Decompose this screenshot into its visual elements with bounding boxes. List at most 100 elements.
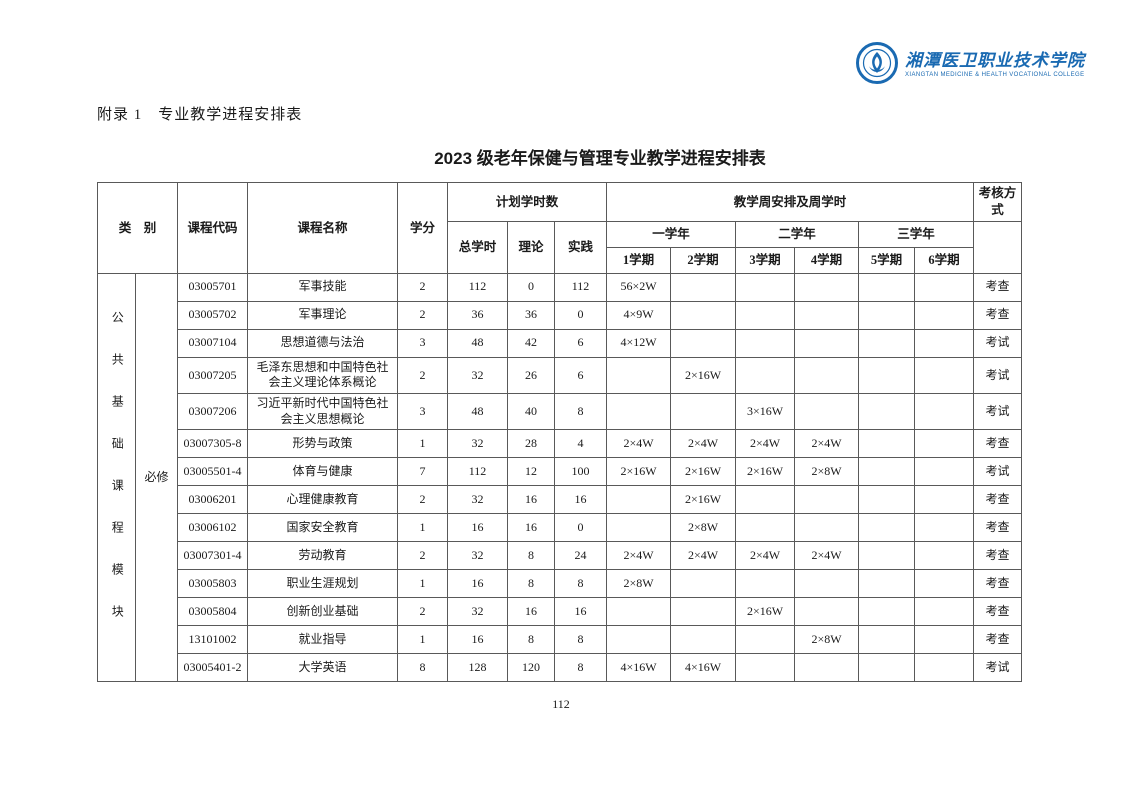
cell-course-name: 思想道德与法治 [247,328,399,358]
cell-total-hours: 48 [447,328,509,358]
cell-course-code: 03007205 [177,356,249,394]
page-number: 112 [552,697,570,711]
cell-practice: 24 [554,541,608,571]
cell-sem5 [858,300,916,330]
cell-sem4 [794,328,860,358]
cell-sem3 [735,356,796,394]
cell-theory: 40 [507,392,556,431]
cell-sem5 [858,597,916,627]
cell-sem4 [794,356,860,394]
category-type-cell: 必修 [134,272,179,683]
cell-total-hours: 112 [447,457,509,487]
cell-sem1: 4×16W [606,653,672,683]
cell-theory: 8 [507,569,556,599]
table-row: 03005401-2 大学英语 8 128 120 8 4×16W 4×16W 考试 [98,653,1023,683]
cell-total-hours: 16 [447,513,509,543]
cell-sem1 [606,485,672,515]
cell-credits: 2 [397,597,449,627]
cell-theory: 42 [507,328,556,358]
cell-sem3 [735,485,796,515]
cell-course-code: 03006102 [177,513,249,543]
cell-course-code: 03005803 [177,569,249,599]
cell-sem6 [914,356,975,394]
appendix-heading: 附录 1 专业教学进程安排表 [97,107,303,123]
cell-sem1: 2×8W [606,569,672,599]
cell-practice: 8 [554,569,608,599]
cell-sem2: 4×16W [670,653,737,683]
module-label: 公共基础课程模块 [110,311,125,648]
table-row: 03006102 国家安全教育 1 16 16 0 2×8W 考查 [98,513,1023,543]
cell-course-name: 劳动教育 [247,541,399,571]
cell-total-hours: 16 [447,625,509,655]
cell-sem6 [914,485,975,515]
cell-sem2: 2×16W [670,356,737,394]
cell-credits: 1 [397,569,449,599]
header-row-2: 总学时 理论 实践 一学年 二学年 三学年 [98,220,1023,274]
cell-theory: 120 [507,653,556,683]
cell-sem5 [858,429,916,459]
header-assessment-empty [973,220,1023,274]
cell-sem2: 2×16W [670,485,737,515]
cell-practice: 6 [554,356,608,394]
cell-sem4 [794,513,860,543]
cell-theory: 8 [507,541,556,571]
cell-sem3 [735,272,796,302]
cell-course-name: 心理健康教育 [247,485,399,515]
cell-credits: 3 [397,392,449,431]
cell-assessment: 考试 [973,356,1023,394]
cell-sem4: 2×8W [794,625,860,655]
cell-sem3: 3×16W [735,392,796,431]
cell-credits: 1 [397,513,449,543]
cell-total-hours: 32 [447,597,509,627]
cell-sem6 [914,392,975,431]
cell-assessment: 考查 [973,625,1023,655]
cell-course-code: 03007104 [177,328,249,358]
cell-sem6 [914,272,975,302]
cell-assessment: 考试 [973,392,1023,431]
cell-practice: 16 [554,485,608,515]
cell-sem1: 2×4W [606,429,672,459]
cell-assessment: 考查 [973,429,1023,459]
college-name-cn: 湘潭医卫职业技术学院 [905,51,1085,71]
cell-course-name: 国家安全教育 [247,513,399,543]
cell-course-code: 13101002 [177,625,249,655]
cell-assessment: 考试 [973,653,1023,683]
cell-credits: 7 [397,457,449,487]
cell-credits: 2 [397,300,449,330]
cell-sem5 [858,356,916,394]
cell-sem6 [914,541,975,571]
cell-practice: 0 [554,300,608,330]
cell-sem1: 2×4W [606,541,672,571]
cell-sem5 [858,485,916,515]
cell-sem4 [794,569,860,599]
cell-sem3: 2×16W [735,457,796,487]
table-row: 03007205 毛泽东思想和中国特色社会主义理论体系概论 2 32 26 6 2×16W 考… [98,356,1023,394]
cell-sem1 [606,625,672,655]
table-header: 类 别 课程代码 课程名称 学分 计划学时数 教学周安排及周学时 考核方式 总学… [96,182,1023,274]
cell-assessment: 考查 [973,541,1023,571]
cell-credits: 2 [397,272,449,302]
cell-total-hours: 32 [447,541,509,571]
cell-credits: 1 [397,429,449,459]
cell-course-name: 大学英语 [247,653,399,683]
cell-theory: 16 [507,597,556,627]
course-schedule-table: 类 别 课程代码 课程名称 学分 计划学时数 教学周安排及周学时 考核方式 总学… [96,182,1023,683]
header-assessment: 考核方式 [973,182,1023,222]
cell-sem5 [858,457,916,487]
cell-assessment: 考试 [973,328,1023,358]
cell-sem2: 2×4W [670,541,737,571]
cell-sem1 [606,513,672,543]
cell-theory: 16 [507,485,556,515]
cell-sem1 [606,392,672,431]
header-semester-6: 6学期 [914,246,975,274]
cell-sem2 [670,328,737,358]
cell-sem4 [794,653,860,683]
cell-sem2 [670,300,737,330]
cell-sem1: 56×2W [606,272,672,302]
header-semester-1: 1学期 [606,246,672,274]
cell-course-code: 03005702 [177,300,249,330]
college-name-block: 湘潭医卫职业技术学院 XIANGTAN MEDICINE & HEALTH VO… [905,52,1085,78]
cell-sem3 [735,653,796,683]
cell-course-code: 03005804 [177,597,249,627]
college-emblem-icon [856,42,898,89]
